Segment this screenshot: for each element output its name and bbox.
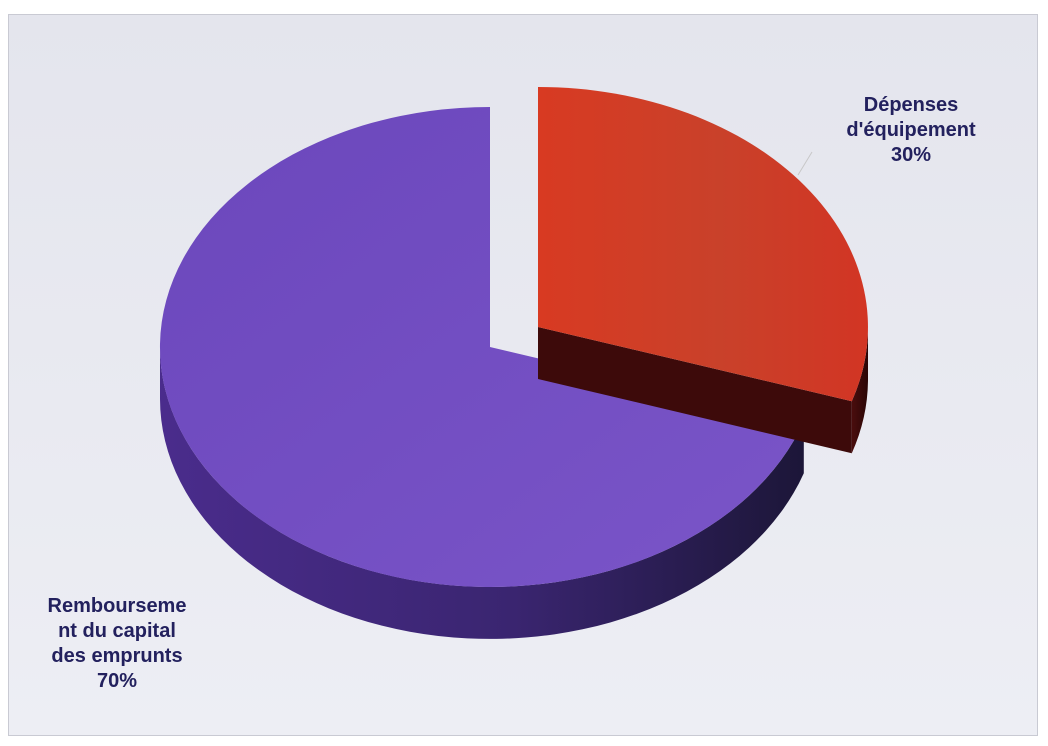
slice-percent-label: 70% <box>96 670 138 692</box>
label-leader-line <box>797 151 813 176</box>
slice-cut-face <box>538 327 852 454</box>
slice-side <box>160 347 804 639</box>
slice-label-line: Rembourseme <box>47 595 187 617</box>
slice-label-depenses-equipement: Dépenses d'équipement 30% <box>816 93 1006 168</box>
slice-label-remboursement-capital: Rembourseme nt du capital des emprunts 7… <box>12 594 222 694</box>
slice-side <box>851 327 868 454</box>
slice-label-line: Dépenses <box>863 94 959 116</box>
slice-label-line: des emprunts <box>51 645 183 667</box>
slice-remboursement-capital <box>159 106 804 587</box>
slice-label-line: nt du capital <box>58 620 176 642</box>
slice-depenses-equipement <box>538 87 868 402</box>
slice-percent-label: 30% <box>890 144 932 166</box>
slice-label-line: d'équipement <box>846 119 976 141</box>
